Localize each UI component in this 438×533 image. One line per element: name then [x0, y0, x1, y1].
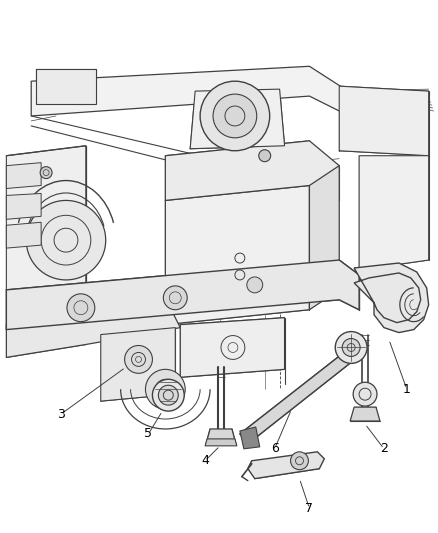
Polygon shape: [7, 260, 359, 329]
Circle shape: [159, 385, 178, 405]
Polygon shape: [240, 427, 260, 449]
Bar: [36, 69, 96, 104]
Polygon shape: [7, 146, 86, 329]
Polygon shape: [240, 344, 361, 444]
Polygon shape: [7, 193, 41, 219]
Circle shape: [40, 167, 52, 179]
Circle shape: [67, 294, 95, 321]
Polygon shape: [7, 308, 180, 358]
Polygon shape: [7, 222, 41, 248]
Bar: [7, 51, 431, 519]
Circle shape: [290, 452, 308, 470]
Polygon shape: [165, 141, 339, 200]
Polygon shape: [180, 318, 285, 377]
Polygon shape: [101, 328, 175, 401]
Polygon shape: [205, 439, 237, 446]
Text: 1: 1: [403, 383, 411, 395]
Polygon shape: [359, 156, 429, 270]
Text: 7: 7: [305, 502, 314, 515]
Circle shape: [247, 277, 263, 293]
Circle shape: [335, 332, 367, 364]
Circle shape: [213, 94, 257, 138]
Circle shape: [353, 382, 377, 406]
Polygon shape: [165, 185, 309, 325]
Text: 5: 5: [145, 427, 152, 440]
Polygon shape: [31, 66, 379, 131]
Text: 3: 3: [57, 408, 65, 421]
Circle shape: [342, 338, 360, 357]
Circle shape: [124, 345, 152, 373]
Polygon shape: [350, 407, 380, 421]
Circle shape: [259, 150, 271, 161]
Polygon shape: [248, 452, 324, 479]
Polygon shape: [339, 86, 429, 156]
Polygon shape: [354, 263, 429, 333]
Circle shape: [200, 81, 270, 151]
Circle shape: [26, 200, 106, 280]
Polygon shape: [206, 429, 236, 444]
Text: 4: 4: [201, 454, 209, 467]
Text: 2: 2: [380, 442, 388, 455]
Circle shape: [145, 369, 185, 409]
Polygon shape: [7, 163, 41, 189]
Polygon shape: [190, 89, 285, 149]
Text: 6: 6: [271, 442, 279, 455]
Polygon shape: [309, 166, 339, 310]
Circle shape: [163, 286, 187, 310]
Circle shape: [152, 379, 184, 411]
